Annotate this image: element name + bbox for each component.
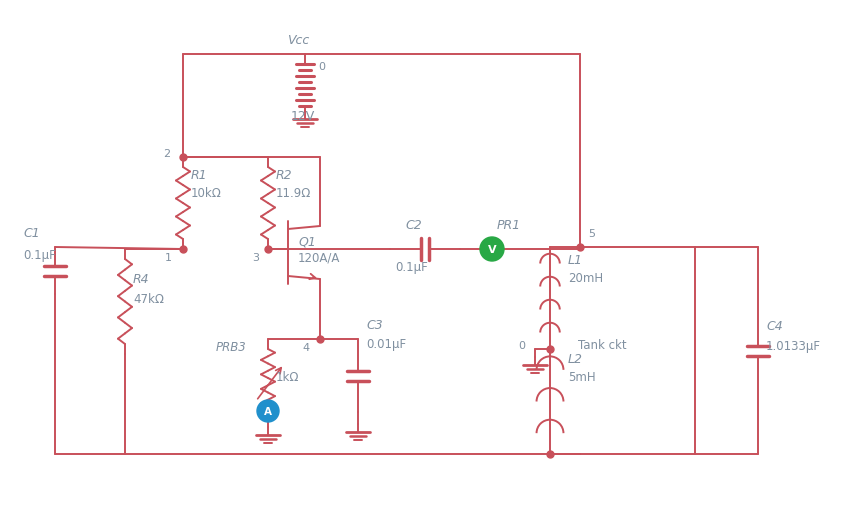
Text: 1kΩ: 1kΩ <box>276 371 299 384</box>
Circle shape <box>257 400 279 422</box>
Text: R2: R2 <box>276 169 292 182</box>
Text: L2: L2 <box>568 353 583 366</box>
Text: 120A/A: 120A/A <box>298 251 340 264</box>
Text: Vcc: Vcc <box>287 35 310 47</box>
Text: Tank ckt: Tank ckt <box>578 339 627 352</box>
Text: 5: 5 <box>588 229 595 239</box>
Text: 1: 1 <box>165 252 172 263</box>
Text: R4: R4 <box>133 273 150 286</box>
Text: 2: 2 <box>163 149 170 159</box>
Text: A: A <box>264 406 272 416</box>
Text: C1: C1 <box>23 227 39 240</box>
Text: C4: C4 <box>766 319 782 332</box>
Text: 11.9Ω: 11.9Ω <box>276 187 311 200</box>
Text: 1.0133μF: 1.0133μF <box>766 340 821 352</box>
Text: Q1: Q1 <box>298 235 315 248</box>
Text: C2: C2 <box>405 219 422 232</box>
Text: 5mH: 5mH <box>568 371 596 384</box>
Text: 47kΩ: 47kΩ <box>133 293 164 306</box>
Circle shape <box>480 238 504 262</box>
Text: 12V: 12V <box>291 110 315 123</box>
Text: PR1: PR1 <box>497 219 522 232</box>
Text: 3: 3 <box>252 252 259 263</box>
Text: 0.01μF: 0.01μF <box>366 338 406 351</box>
Text: 10kΩ: 10kΩ <box>191 187 222 200</box>
Text: 20mH: 20mH <box>568 272 603 285</box>
Text: V: V <box>487 244 496 254</box>
Text: 0: 0 <box>318 62 325 72</box>
Text: 4: 4 <box>302 343 310 352</box>
Text: R1: R1 <box>191 169 208 182</box>
Text: 0.1μF: 0.1μF <box>395 261 428 274</box>
Text: PRB3: PRB3 <box>216 341 247 354</box>
Text: 0.1μF: 0.1μF <box>23 249 56 262</box>
Text: 0: 0 <box>518 341 525 350</box>
Text: C3: C3 <box>366 319 383 332</box>
Text: L1: L1 <box>568 254 583 267</box>
